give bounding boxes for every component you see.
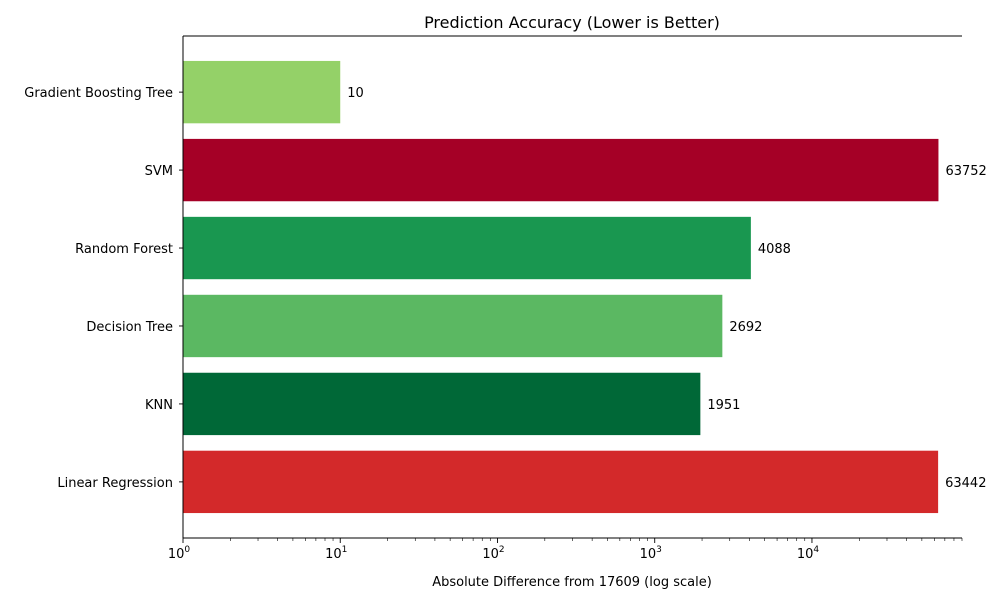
bar-value-label: 63442: [945, 476, 986, 491]
chart-title: Prediction Accuracy (Lower is Better): [424, 13, 720, 32]
bar: [183, 450, 939, 514]
bar-value-label: 10: [347, 86, 364, 101]
bar-value-label: 4088: [758, 242, 791, 257]
bar: [183, 372, 701, 436]
bars-layer: [183, 60, 939, 514]
y-tick-label: Decision Tree: [86, 320, 173, 335]
y-tick-label: SVM: [145, 164, 173, 179]
x-tick-label: 104: [797, 545, 820, 562]
bar: [183, 216, 751, 280]
x-axis: 100 101 102 103 104: [168, 538, 963, 562]
bar-value-label: 1951: [707, 398, 740, 413]
y-axis: Gradient Boosting Tree SVM Random Forest De…: [24, 86, 183, 491]
y-tick-label: Linear Regression: [57, 476, 173, 491]
x-tick-label: 102: [482, 545, 504, 562]
y-tick-label: KNN: [145, 398, 173, 413]
value-labels-layer: 10 63752 4088 2692 1951 63442: [347, 86, 987, 491]
bar: [183, 138, 939, 202]
x-axis-label: Absolute Difference from 17609 (log scal…: [432, 575, 712, 590]
bar: [183, 60, 341, 124]
bar-value-label: 63752: [945, 164, 986, 179]
y-tick-label: Gradient Boosting Tree: [24, 86, 173, 101]
x-tick-label: 100: [168, 545, 191, 562]
bar-value-label: 2692: [729, 320, 762, 335]
x-tick-label: 101: [325, 545, 347, 562]
bar: [183, 294, 723, 358]
x-tick-label: 103: [640, 545, 662, 562]
y-tick-label: Random Forest: [75, 242, 173, 257]
